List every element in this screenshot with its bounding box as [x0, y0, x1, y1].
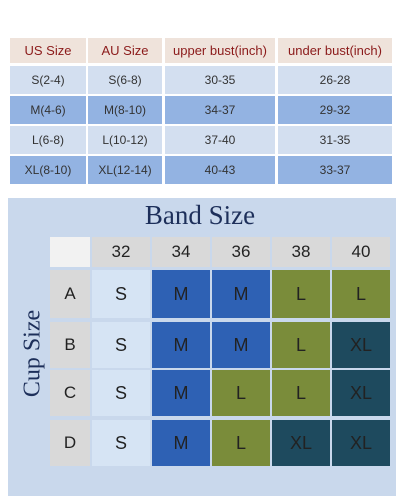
table-cell: M(4-6): [10, 96, 86, 124]
header-cell: US Size: [10, 38, 86, 63]
size-cell: M: [212, 322, 270, 368]
table-cell: M(8-10): [88, 96, 162, 124]
size-cell: S: [92, 270, 150, 318]
band-header: 36: [212, 237, 270, 267]
corner-cell: [50, 237, 90, 267]
size-cell: XL: [332, 322, 390, 368]
header-cell: AU Size: [88, 38, 162, 63]
cup-header: C: [50, 370, 90, 416]
table-cell: 33-37: [278, 156, 392, 184]
table-cell: L(6-8): [10, 126, 86, 154]
size-cell: M: [212, 270, 270, 318]
size-cell: S: [92, 370, 150, 416]
size-cell: L: [272, 270, 330, 318]
size-cell: M: [152, 420, 210, 466]
size-cell: L: [332, 270, 390, 318]
size-cell: S: [92, 420, 150, 466]
cup-header: B: [50, 322, 90, 368]
size-cell: L: [272, 370, 330, 416]
table-cell: 29-32: [278, 96, 392, 124]
cup-header: D: [50, 420, 90, 466]
table-cell: 37-40: [165, 126, 275, 154]
size-cell: M: [152, 370, 210, 416]
size-cell: XL: [332, 370, 390, 416]
header-cell: under bust(inch): [278, 38, 392, 63]
table-cell: 34-37: [165, 96, 275, 124]
table-cell: XL(8-10): [10, 156, 86, 184]
size-cell: L: [272, 322, 330, 368]
table-cell: 30-35: [165, 66, 275, 94]
size-cell: XL: [272, 420, 330, 466]
size-cell: XL: [332, 420, 390, 466]
size-cell: M: [152, 322, 210, 368]
band-header: 34: [152, 237, 210, 267]
cup-header: A: [50, 270, 90, 318]
size-cell: L: [212, 420, 270, 466]
table-cell: S(2-4): [10, 66, 86, 94]
table-cell: 26-28: [278, 66, 392, 94]
band-header: 32: [92, 237, 150, 267]
table-cell: S(6-8): [88, 66, 162, 94]
band-header: 40: [332, 237, 390, 267]
header-cell: upper bust(inch): [165, 38, 275, 63]
size-cell: L: [212, 370, 270, 416]
band-header: 38: [272, 237, 330, 267]
cup-label: Cup Size: [19, 309, 46, 398]
table-cell: XL(12-14): [88, 156, 162, 184]
table-cell: 40-43: [165, 156, 275, 184]
size-cell: M: [152, 270, 210, 318]
table-cell: 31-35: [278, 126, 392, 154]
size-cell: S: [92, 322, 150, 368]
table-cell: L(10-12): [88, 126, 162, 154]
band-title: Band Size: [144, 200, 256, 230]
